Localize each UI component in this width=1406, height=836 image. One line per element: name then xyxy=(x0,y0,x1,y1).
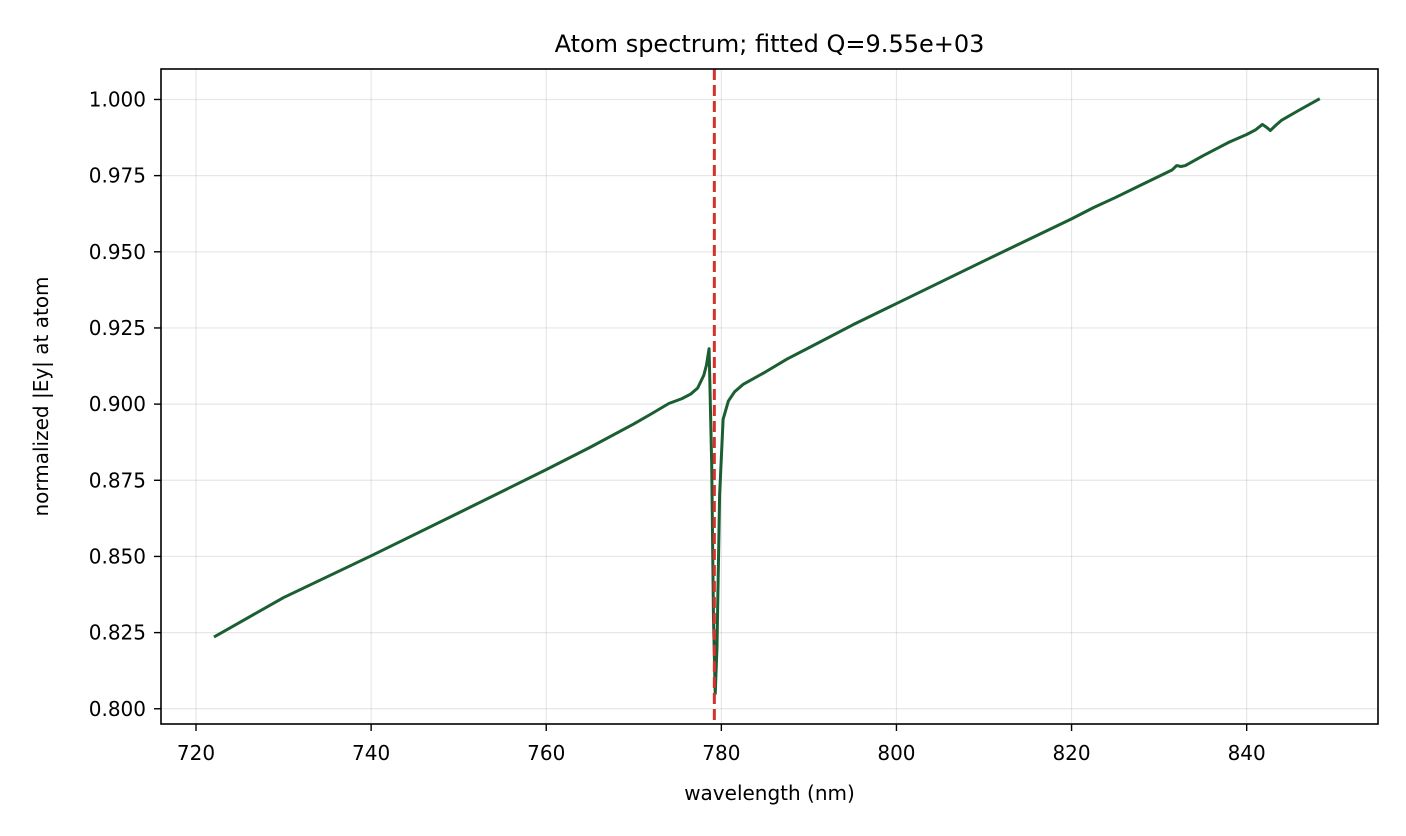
y-axis: 0.800 0.825 0.850 0.875 0.900 0.925 0.950 0.975… xyxy=(89,87,161,721)
x-tick-label: 740 xyxy=(352,741,390,765)
x-axis-label: wavelength (nm) xyxy=(684,781,855,805)
x-tick-label: 820 xyxy=(1052,741,1090,765)
y-tick-label: 0.950 xyxy=(89,240,146,264)
y-tick-label: 0.900 xyxy=(89,392,146,416)
y-axis-label: normalized |Ey| at atom xyxy=(29,276,53,516)
x-tick-label: 840 xyxy=(1228,741,1266,765)
series-layer xyxy=(213,97,1321,696)
x-tick-label: 780 xyxy=(702,741,740,765)
y-tick-label: 0.800 xyxy=(89,697,146,721)
grid-lines xyxy=(161,69,1378,724)
series-line xyxy=(213,97,1321,696)
x-tick-label: 720 xyxy=(177,741,215,765)
plot-frame xyxy=(160,68,1379,725)
x-tick-label: 760 xyxy=(527,741,565,765)
y-tick-label: 0.825 xyxy=(89,621,146,645)
x-tick-label: 800 xyxy=(877,741,915,765)
chart-title: Atom spectrum; fitted Q=9.55e+03 xyxy=(555,30,985,58)
y-tick-label: 0.975 xyxy=(89,164,146,188)
y-tick-label: 1.000 xyxy=(89,87,146,111)
y-tick-label: 0.925 xyxy=(89,316,146,340)
x-axis: 720 740 760 780 800 820 840 xyxy=(177,724,1266,765)
y-tick-label: 0.875 xyxy=(89,468,146,492)
y-tick-label: 0.850 xyxy=(89,544,146,568)
